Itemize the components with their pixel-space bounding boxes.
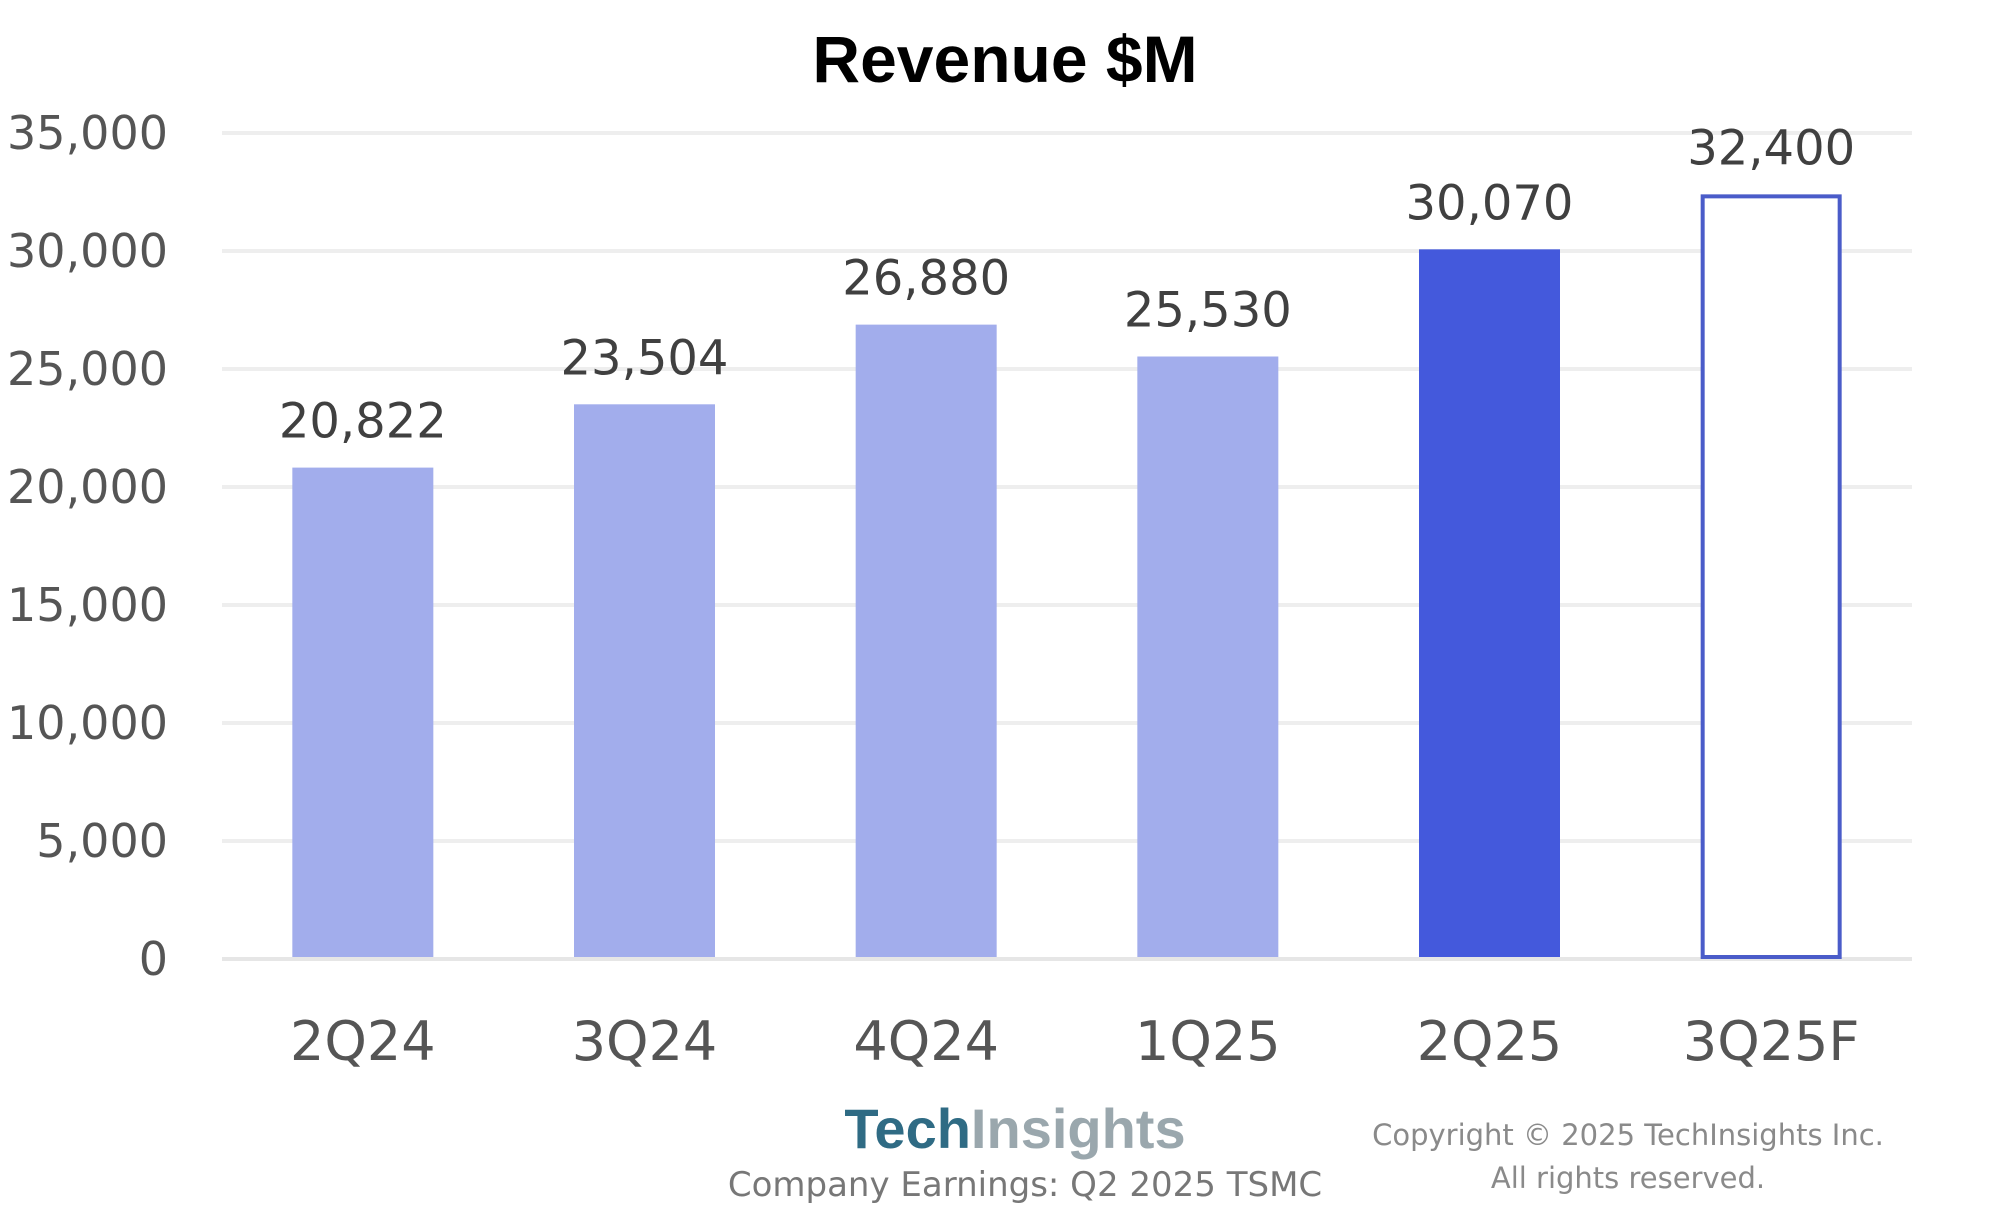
x-tick-label-2q24: 2Q24: [290, 1010, 436, 1073]
y-tick-label: 0: [139, 932, 168, 986]
copyright-line-2: All rights reserved.: [1491, 1161, 1765, 1195]
bar-3q24: [574, 404, 715, 957]
gridlines: [222, 131, 1912, 961]
y-tick-label: 35,000: [7, 106, 168, 160]
data-label-3q25f: 32,400: [1687, 120, 1855, 176]
bar-2q24: [292, 467, 434, 957]
y-tick-label: 15,000: [7, 578, 168, 632]
y-tick-label: 20,000: [7, 460, 168, 514]
data-label-4q24: 26,880: [842, 251, 1010, 307]
logo-tech-text: Tech: [844, 1097, 971, 1160]
copyright-line-1: Copyright © 2025 TechInsights Inc.: [1372, 1118, 1884, 1152]
bar-4q24: [855, 324, 997, 958]
chart-title: Revenue $M: [812, 22, 1197, 96]
y-axis-tick-labels: 0 5,000 10,000 15,000 20,000 25,000 30,000 35,0…: [7, 106, 168, 986]
svg-text:TechInsights: TechInsights: [844, 1097, 1185, 1160]
bar-3q25f: [1700, 194, 1842, 960]
bar-2q25: [1419, 249, 1560, 957]
data-label-1q25: 25,530: [1124, 282, 1292, 338]
x-tick-label-1q25: 1Q25: [1135, 1010, 1281, 1073]
logo-insights-text: Insights: [971, 1097, 1186, 1160]
bar-1q25: [1137, 356, 1279, 957]
x-axis-category-labels: 2Q24 3Q24 4Q24 1Q25 2Q25 3Q25F: [290, 1010, 1859, 1073]
y-tick-label: 25,000: [7, 342, 168, 396]
y-tick-label: 5,000: [36, 814, 168, 868]
x-tick-label-3q24: 3Q24: [572, 1010, 718, 1073]
x-tick-label-2q25: 2Q25: [1417, 1010, 1563, 1073]
x-tick-label-3q25f: 3Q25F: [1683, 1010, 1860, 1073]
data-labels: 20,822 23,504 26,880 25,530 30,070 32,400: [279, 120, 1855, 449]
data-label-3q24: 23,504: [561, 330, 729, 386]
y-tick-label: 10,000: [7, 696, 168, 750]
data-label-2q25: 30,070: [1406, 175, 1574, 231]
data-label-2q24: 20,822: [279, 394, 447, 450]
source-note: Company Earnings: Q2 2025 TSMC: [728, 1165, 1322, 1205]
bars: [292, 194, 1842, 960]
y-tick-label: 30,000: [7, 224, 168, 278]
x-tick-label-4q24: 4Q24: [853, 1010, 999, 1073]
techinsights-logo: TechInsights: [844, 1097, 1185, 1160]
